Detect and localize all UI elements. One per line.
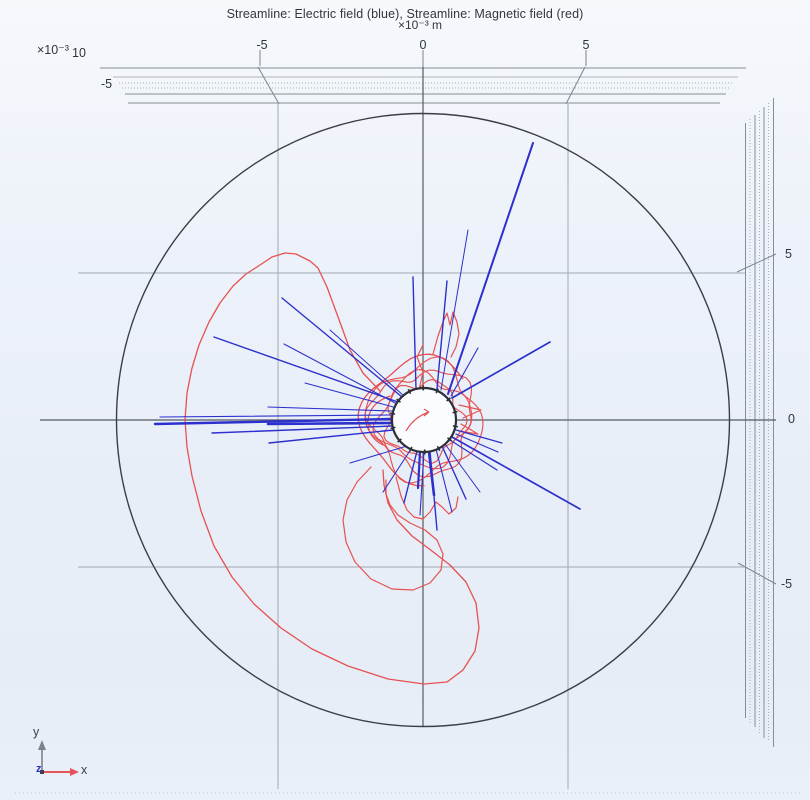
center-axis-unit-label: ×10⁻³ m: [398, 18, 443, 32]
floor-axis-tick-10: 10: [72, 46, 86, 60]
triad-x-label: x: [81, 763, 88, 777]
floor-axis-tick-minus5: -5: [101, 77, 113, 91]
top-axis-tick-5: 5: [582, 38, 590, 52]
top-axis-tick-minus5: -5: [256, 38, 268, 52]
top-axis-tick-0: 0: [419, 38, 427, 52]
triad-y-label: y: [33, 725, 40, 739]
top-ruler: [100, 50, 746, 105]
plot-title: Streamline: Electric field (blue), Strea…: [226, 7, 584, 21]
right-axis-tick-minus5: -5: [781, 577, 793, 591]
magnetic-field-streamlines: [184, 252, 484, 685]
coordinate-triad: [38, 740, 79, 776]
floor-axis-scale-label: ×10⁻³: [37, 43, 69, 57]
outer-boundary-circle: [115, 112, 731, 728]
inner-conductor-circle: [390, 385, 458, 455]
triad-z-label: z: [36, 763, 42, 775]
right-axis-tick-5: 5: [785, 247, 792, 261]
electric-field-streamlines: [153, 142, 581, 531]
right-ruler: [736, 98, 777, 747]
right-axis-tick-0: 0: [788, 412, 795, 426]
